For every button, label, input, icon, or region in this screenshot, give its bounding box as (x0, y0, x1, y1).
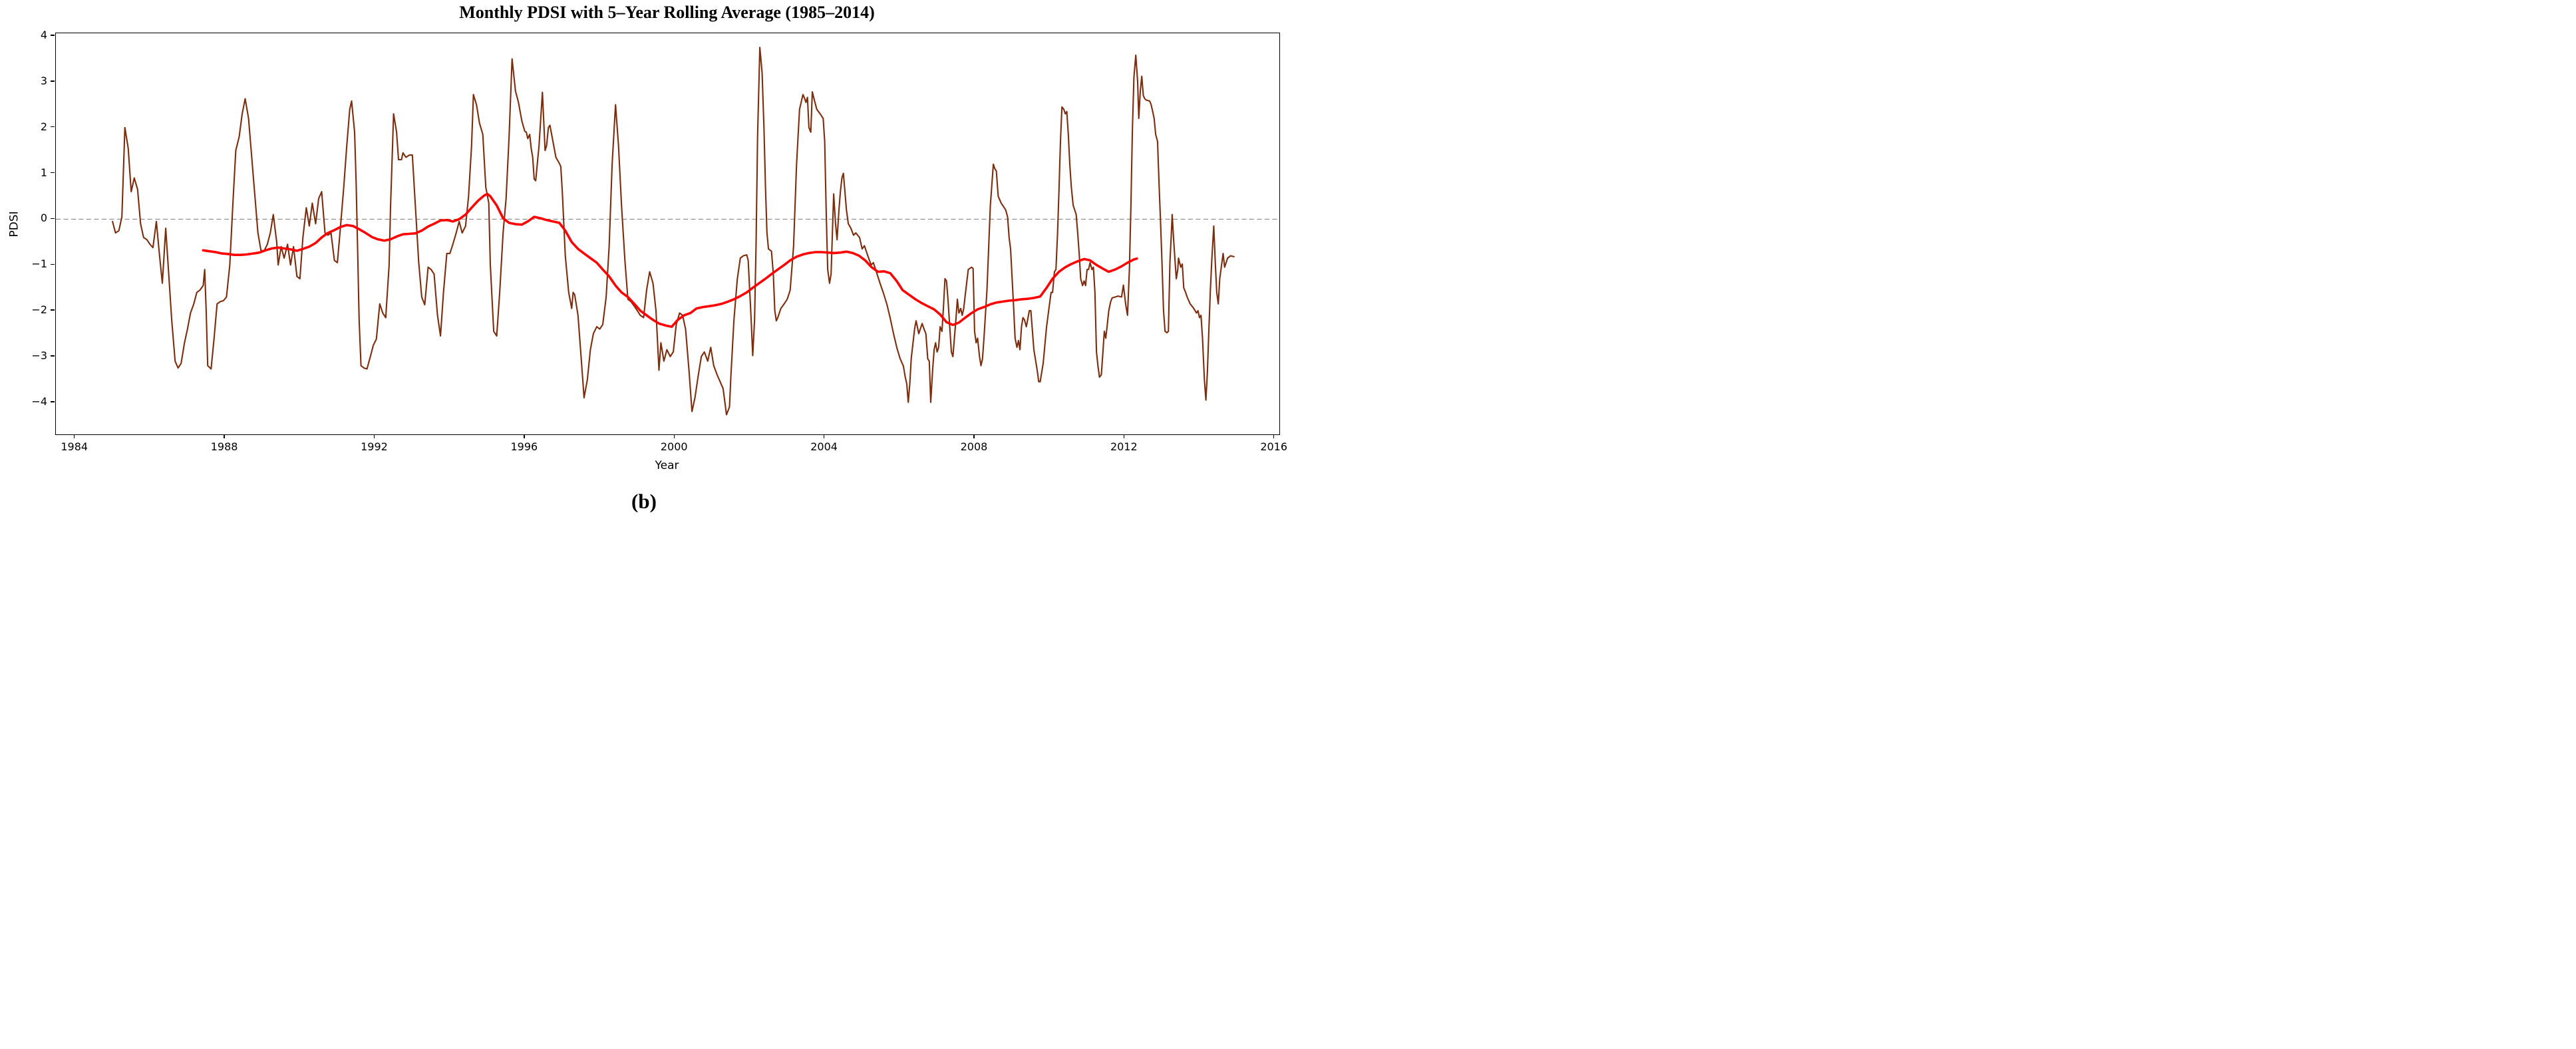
y-tick-label: −1 (31, 257, 47, 271)
x-tick-label: 2004 (810, 440, 838, 453)
plot-area (55, 33, 1280, 435)
x-tick-label: 2008 (960, 440, 988, 453)
y-tick-label: 4 (40, 29, 47, 42)
x-tick-mark (74, 434, 75, 439)
y-tick-mark (51, 263, 55, 265)
x-tick-label: 1996 (510, 440, 538, 453)
y-tick-label: −4 (31, 394, 47, 408)
x-tick-mark (973, 434, 975, 439)
y-tick-label: 1 (40, 166, 47, 179)
y-tick-mark (51, 401, 55, 402)
y-tick-mark (51, 218, 55, 220)
chart-figure: Monthly PDSI with 5–Year Rolling Average… (0, 0, 1288, 525)
rolling-average-line (202, 192, 1138, 329)
x-axis-label: Year (655, 459, 679, 472)
x-tick-label: 1984 (61, 440, 88, 453)
plot-canvas (56, 47, 1279, 416)
y-tick-label: 0 (40, 212, 47, 225)
x-tick-label: 1992 (361, 440, 388, 453)
subfigure-label: (b) (631, 490, 657, 513)
x-tick-label: 2016 (1260, 440, 1288, 453)
x-tick-mark (373, 434, 375, 439)
x-tick-mark (673, 434, 675, 439)
y-tick-mark (51, 309, 55, 311)
x-tick-label: 2000 (660, 440, 688, 453)
y-tick-label: 3 (40, 74, 47, 87)
x-tick-label: 2012 (1110, 440, 1138, 453)
x-tick-mark (1273, 434, 1275, 439)
x-tick-label: 1988 (210, 440, 238, 453)
y-tick-mark (51, 126, 55, 128)
y-tick-label: −3 (31, 349, 47, 362)
y-tick-label: −2 (31, 303, 47, 317)
y-tick-label: 2 (40, 120, 47, 133)
monthly-pdsi-line (112, 47, 1235, 416)
y-tick-mark (51, 172, 55, 174)
y-tick-mark (51, 80, 55, 82)
y-tick-mark (51, 355, 55, 357)
chart-title: Monthly PDSI with 5–Year Rolling Average… (459, 3, 875, 22)
